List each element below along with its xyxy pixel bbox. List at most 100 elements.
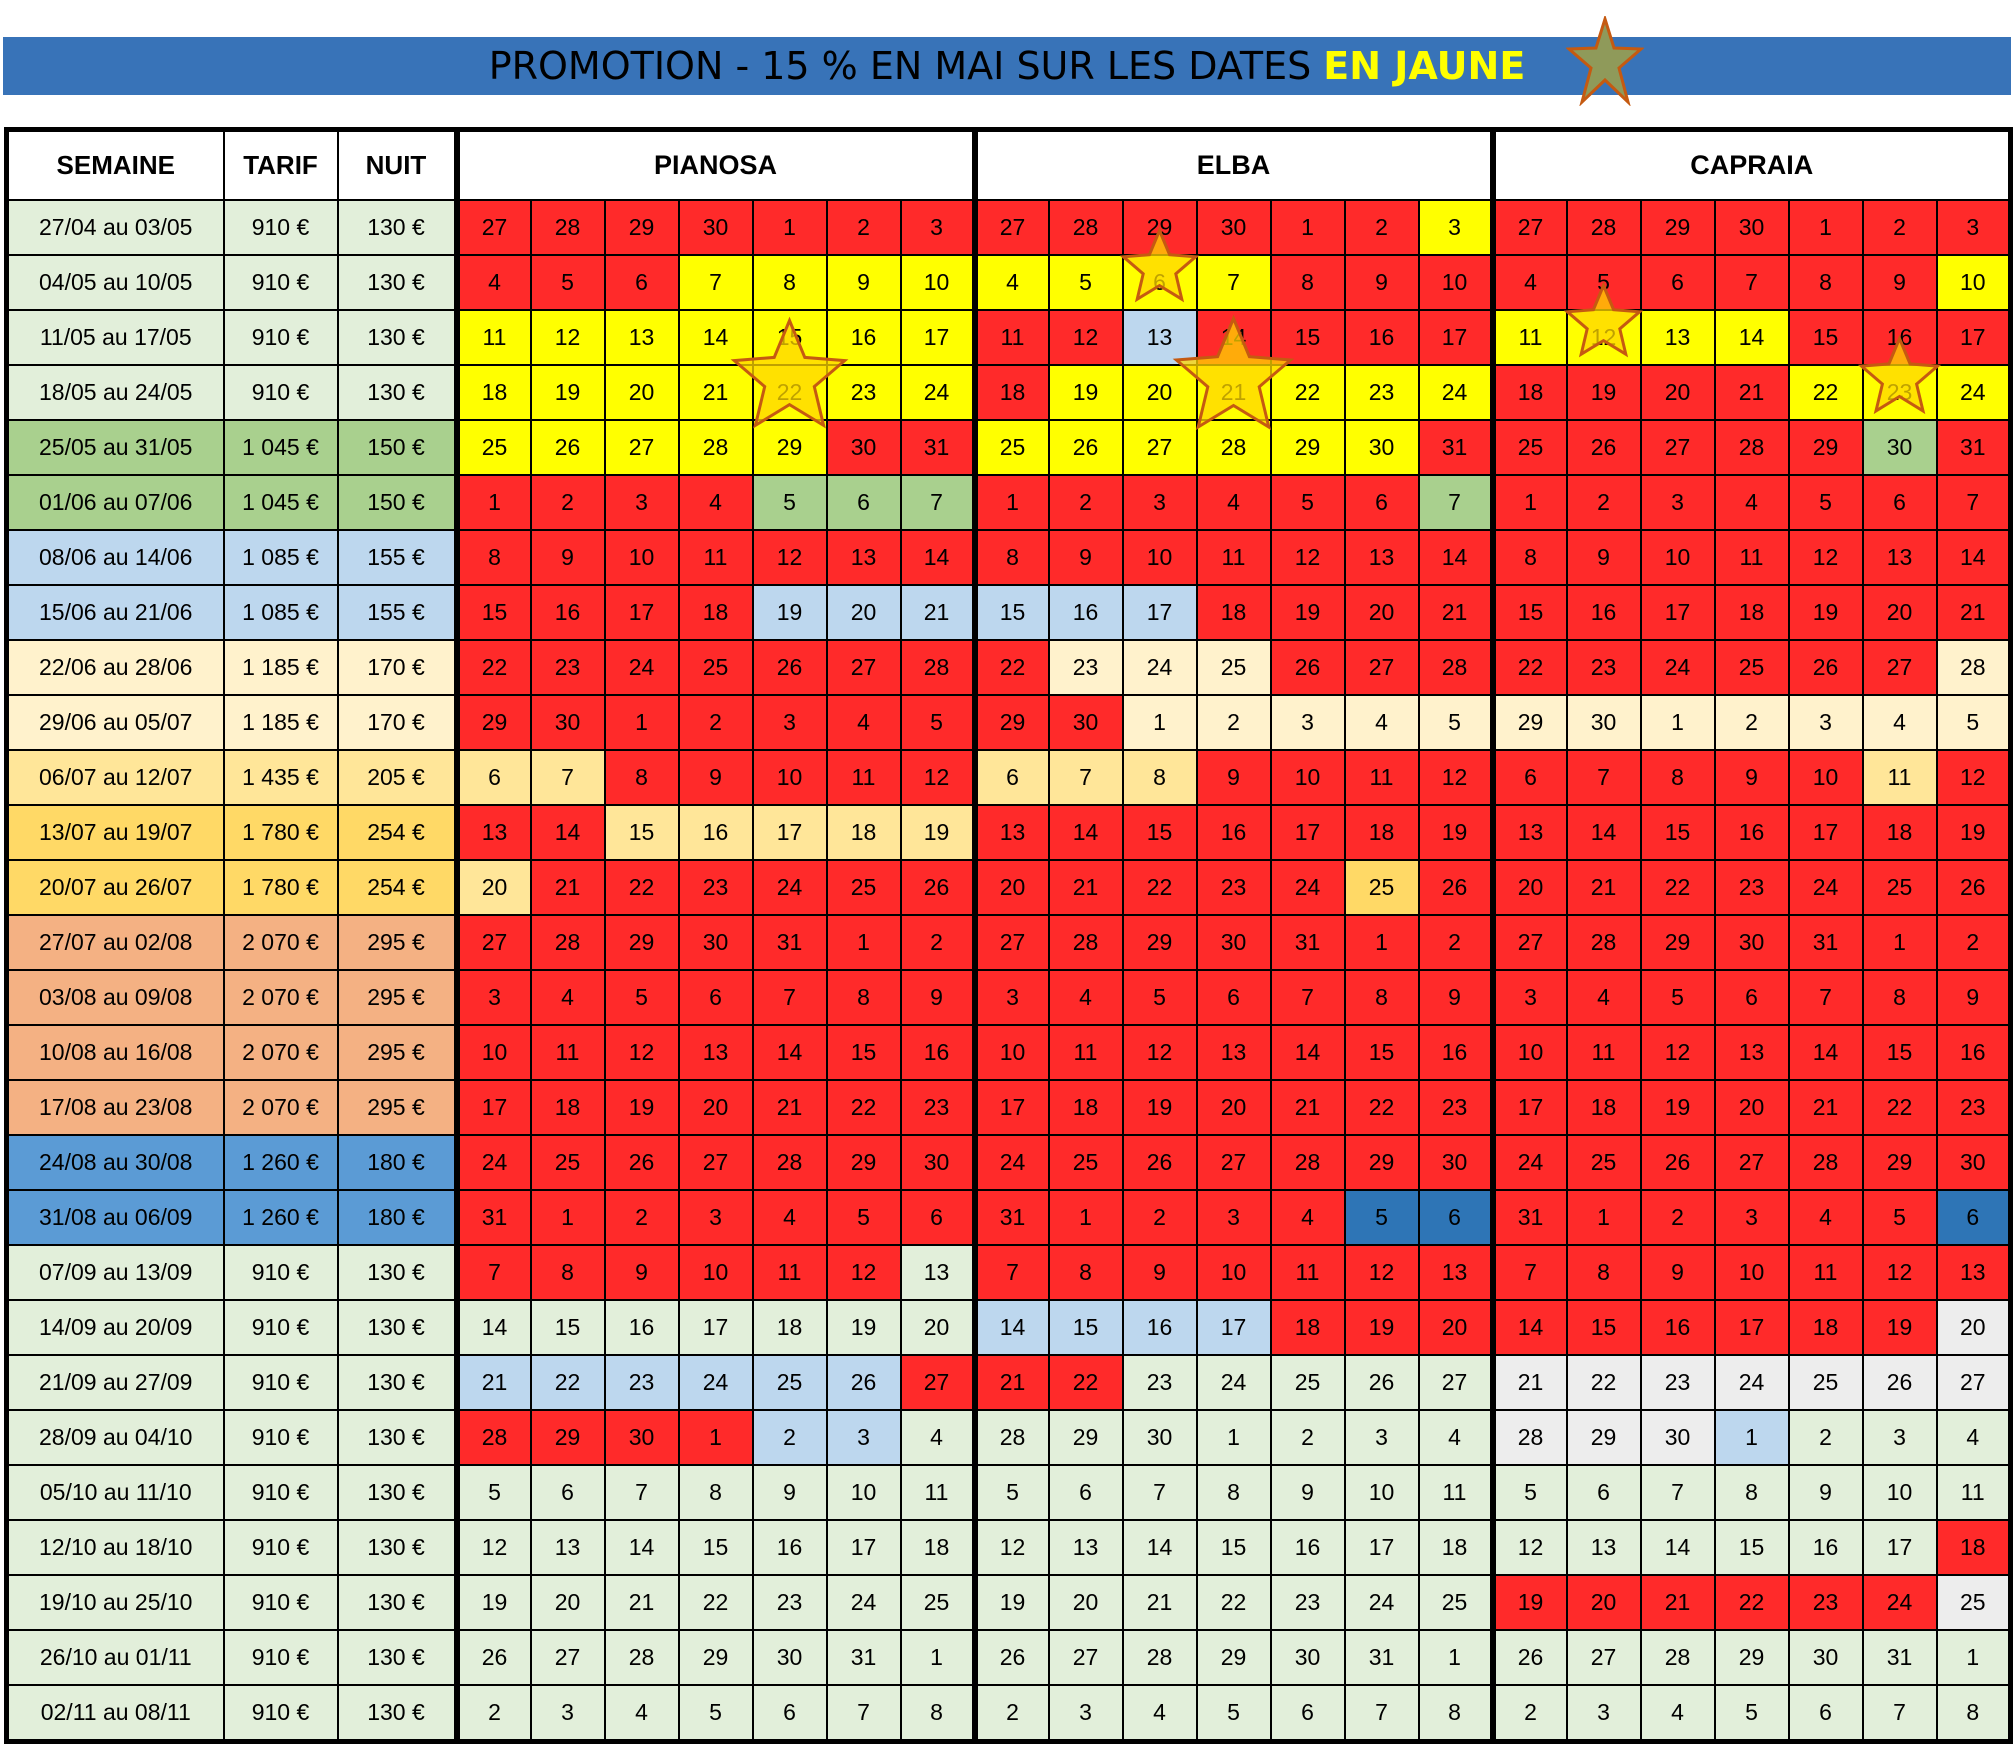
- day-cell-elba[interactable]: 23: [1121, 1354, 1198, 1411]
- day-cell-pianosa[interactable]: 30: [751, 1629, 828, 1686]
- day-cell-capraia[interactable]: 27: [1935, 1354, 2012, 1411]
- day-cell-pianosa[interactable]: 8: [529, 1244, 606, 1301]
- day-cell-capraia[interactable]: 23: [1639, 1354, 1716, 1411]
- day-cell-pianosa[interactable]: 17: [899, 309, 978, 366]
- day-cell-pianosa[interactable]: 19: [899, 804, 978, 861]
- day-cell-pianosa[interactable]: 10: [899, 254, 978, 311]
- day-cell-elba[interactable]: 14: [973, 1299, 1050, 1356]
- day-cell-pianosa[interactable]: 5: [899, 694, 978, 751]
- day-cell-pianosa[interactable]: 4: [751, 1189, 828, 1246]
- day-cell-pianosa[interactable]: 29: [825, 1134, 902, 1191]
- day-cell-pianosa[interactable]: 27: [455, 914, 532, 971]
- day-cell-capraia[interactable]: 9: [1565, 529, 1642, 586]
- day-cell-elba[interactable]: 18: [1269, 1299, 1346, 1356]
- day-cell-capraia[interactable]: 15: [1861, 1024, 1938, 1081]
- day-cell-capraia[interactable]: 25: [1787, 1354, 1864, 1411]
- day-cell-elba[interactable]: 9: [1269, 1464, 1346, 1521]
- day-cell-elba[interactable]: 15: [1121, 804, 1198, 861]
- day-cell-capraia[interactable]: 6: [1491, 749, 1568, 806]
- day-cell-pianosa[interactable]: 14: [677, 309, 754, 366]
- day-cell-pianosa[interactable]: 2: [529, 474, 606, 531]
- day-cell-pianosa[interactable]: 17: [603, 584, 680, 641]
- day-cell-elba[interactable]: 16: [1343, 309, 1420, 366]
- day-cell-elba[interactable]: 12: [1121, 1024, 1198, 1081]
- day-cell-pianosa[interactable]: 11: [899, 1464, 978, 1521]
- day-cell-pianosa[interactable]: 30: [677, 199, 754, 256]
- day-cell-pianosa[interactable]: 6: [603, 254, 680, 311]
- day-cell-capraia[interactable]: 17: [1491, 1079, 1568, 1136]
- day-cell-pianosa[interactable]: 6: [751, 1684, 828, 1743]
- day-cell-capraia[interactable]: 30: [1565, 694, 1642, 751]
- day-cell-pianosa[interactable]: 13: [529, 1519, 606, 1576]
- day-cell-capraia[interactable]: 10: [1787, 749, 1864, 806]
- day-cell-pianosa[interactable]: 28: [603, 1629, 680, 1686]
- day-cell-elba[interactable]: 4: [1195, 474, 1272, 531]
- day-cell-capraia[interactable]: 20: [1639, 364, 1716, 421]
- day-cell-pianosa[interactable]: 22: [751, 364, 828, 421]
- day-cell-capraia[interactable]: 19: [1861, 1299, 1938, 1356]
- day-cell-capraia[interactable]: 8: [1639, 749, 1716, 806]
- day-cell-pianosa[interactable]: 17: [825, 1519, 902, 1576]
- day-cell-pianosa[interactable]: 14: [603, 1519, 680, 1576]
- day-cell-capraia[interactable]: 15: [1639, 804, 1716, 861]
- day-cell-pianosa[interactable]: 22: [677, 1574, 754, 1631]
- day-cell-elba[interactable]: 2: [1343, 199, 1420, 256]
- day-cell-capraia[interactable]: 13: [1935, 1244, 2012, 1301]
- day-cell-pianosa[interactable]: 3: [455, 969, 532, 1026]
- day-cell-capraia[interactable]: 17: [1787, 804, 1864, 861]
- day-cell-capraia[interactable]: 14: [1935, 529, 2012, 586]
- day-cell-pianosa[interactable]: 27: [529, 1629, 606, 1686]
- day-cell-capraia[interactable]: 28: [1565, 199, 1642, 256]
- day-cell-pianosa[interactable]: 17: [751, 804, 828, 861]
- day-cell-pianosa[interactable]: 28: [751, 1134, 828, 1191]
- day-cell-pianosa[interactable]: 9: [899, 969, 978, 1026]
- day-cell-capraia[interactable]: 10: [1713, 1244, 1790, 1301]
- day-cell-elba[interactable]: 15: [1269, 309, 1346, 366]
- day-cell-pianosa[interactable]: 25: [825, 859, 902, 916]
- day-cell-elba[interactable]: 8: [973, 529, 1050, 586]
- day-cell-capraia[interactable]: 13: [1565, 1519, 1642, 1576]
- day-cell-pianosa[interactable]: 13: [825, 529, 902, 586]
- day-cell-elba[interactable]: 9: [1343, 254, 1420, 311]
- day-cell-pianosa[interactable]: 9: [677, 749, 754, 806]
- day-cell-elba[interactable]: 24: [1269, 859, 1346, 916]
- day-cell-elba[interactable]: 23: [1269, 1574, 1346, 1631]
- day-cell-capraia[interactable]: 2: [1713, 694, 1790, 751]
- day-cell-capraia[interactable]: 5: [1713, 1684, 1790, 1743]
- day-cell-elba[interactable]: 11: [1269, 1244, 1346, 1301]
- day-cell-pianosa[interactable]: 23: [603, 1354, 680, 1411]
- day-cell-capraia[interactable]: 5: [1861, 1189, 1938, 1246]
- day-cell-elba[interactable]: 14: [1269, 1024, 1346, 1081]
- day-cell-pianosa[interactable]: 15: [825, 1024, 902, 1081]
- day-cell-pianosa[interactable]: 8: [455, 529, 532, 586]
- day-cell-capraia[interactable]: 9: [1861, 254, 1938, 311]
- day-cell-capraia[interactable]: 19: [1935, 804, 2012, 861]
- day-cell-pianosa[interactable]: 8: [603, 749, 680, 806]
- day-cell-elba[interactable]: 25: [1047, 1134, 1124, 1191]
- day-cell-capraia[interactable]: 28: [1787, 1134, 1864, 1191]
- day-cell-elba[interactable]: 18: [973, 364, 1050, 421]
- day-cell-capraia[interactable]: 13: [1713, 1024, 1790, 1081]
- day-cell-elba[interactable]: 29: [1047, 1409, 1124, 1466]
- day-cell-elba[interactable]: 9: [1047, 529, 1124, 586]
- day-cell-pianosa[interactable]: 1: [529, 1189, 606, 1246]
- day-cell-pianosa[interactable]: 18: [825, 804, 902, 861]
- day-cell-pianosa[interactable]: 2: [751, 1409, 828, 1466]
- day-cell-elba[interactable]: 27: [973, 199, 1050, 256]
- day-cell-elba[interactable]: 28: [1195, 419, 1272, 476]
- day-cell-elba[interactable]: 23: [1047, 639, 1124, 696]
- day-cell-pianosa[interactable]: 15: [751, 309, 828, 366]
- day-cell-elba[interactable]: 6: [1417, 1189, 1496, 1246]
- day-cell-capraia[interactable]: 4: [1713, 474, 1790, 531]
- day-cell-pianosa[interactable]: 24: [899, 364, 978, 421]
- day-cell-elba[interactable]: 14: [1047, 804, 1124, 861]
- day-cell-capraia[interactable]: 29: [1713, 1629, 1790, 1686]
- day-cell-capraia[interactable]: 26: [1787, 639, 1864, 696]
- day-cell-capraia[interactable]: 5: [1639, 969, 1716, 1026]
- day-cell-capraia[interactable]: 8: [1565, 1244, 1642, 1301]
- day-cell-pianosa[interactable]: 11: [677, 529, 754, 586]
- day-cell-elba[interactable]: 9: [1121, 1244, 1198, 1301]
- day-cell-elba[interactable]: 2: [1195, 694, 1272, 751]
- day-cell-elba[interactable]: 17: [1343, 1519, 1420, 1576]
- day-cell-capraia[interactable]: 3: [1565, 1684, 1642, 1743]
